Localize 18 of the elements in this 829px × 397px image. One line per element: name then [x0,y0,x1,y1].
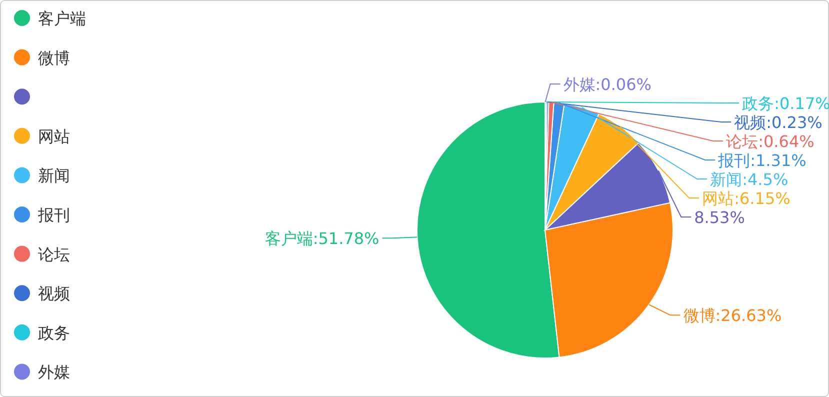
legend-label: 视频 [38,284,70,304]
legend-label: 新闻 [38,166,70,186]
data-label: 报刊:1.31% [717,151,806,170]
legend-label: 报刊 [37,206,70,224]
data-label: 外媒:0.06% [563,75,652,94]
legend-label: 外媒 [38,362,70,382]
legend-label: 论坛 [38,244,70,264]
legend-label: 网站 [38,126,70,146]
data-label: 8.53% [694,208,745,227]
legend-label: 政务 [38,323,70,342]
data-label: 网站:6.15% [702,189,790,208]
data-label: 论坛:0.64% [726,132,814,151]
legend-label: 客户端 [38,9,86,28]
data-label: 视频:0.23% [734,113,822,132]
data-label: 新闻:4.5% [710,170,788,189]
data-label: 客户端:51.78% [264,229,380,248]
data-label: 微博:26.63% [683,306,782,326]
legend-label: 微博 [38,48,70,68]
